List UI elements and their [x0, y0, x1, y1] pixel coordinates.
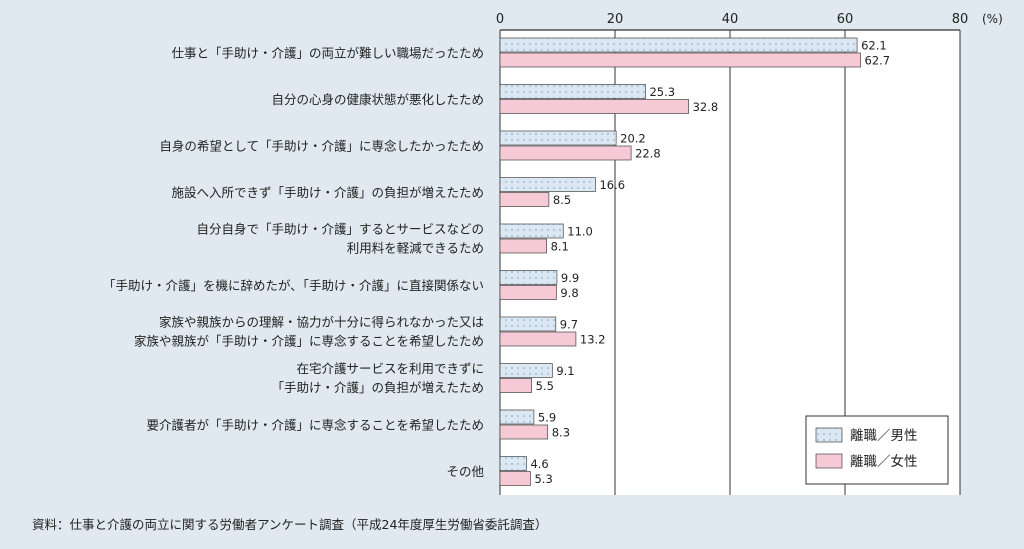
bar [499, 424, 549, 440]
data-label: 25.3 [649, 85, 675, 99]
data-label: 5.5 [536, 379, 554, 393]
bar [499, 363, 553, 378]
bar [499, 409, 535, 425]
bar [499, 145, 632, 161]
category-label: 自分自身で「手助け・介護」するとサービスなどの [196, 222, 484, 237]
bar [499, 130, 617, 146]
category-label: 自身の希望として「手助け・介護」に専念したかったため [159, 139, 484, 154]
bar [499, 270, 558, 285]
data-label: 9.9 [561, 271, 579, 285]
data-label: 32.8 [693, 100, 719, 114]
data-label: 5.9 [538, 411, 556, 425]
category-label: 利用料を軽減できるため [347, 241, 484, 256]
category-label: 在宅介護サービスを利用できずに [296, 361, 484, 376]
data-label: 9.8 [560, 286, 578, 300]
x-tick-label: 80 [952, 12, 969, 27]
data-label: 22.8 [635, 147, 661, 161]
legend-swatch [815, 453, 843, 469]
x-tick-label: 0 [496, 12, 504, 27]
data-label: 16.6 [599, 178, 625, 192]
data-label: 8.5 [553, 193, 571, 207]
data-label: 8.1 [551, 240, 569, 254]
data-label: 8.3 [552, 426, 570, 440]
category-label: 自分の心身の健康状態が悪化したため [271, 92, 484, 107]
bar [499, 99, 689, 114]
legend-box [805, 415, 949, 485]
bar [499, 52, 861, 68]
bar [499, 331, 577, 347]
bar [499, 84, 646, 99]
category-label: 「手助け・介護」の負担が増えたため [271, 380, 484, 395]
category-label: 家族や親族からの理解・協力が十分に得られなかった又は [159, 315, 484, 330]
legend-label: 離職／男性 [850, 428, 918, 444]
data-label: 62.1 [861, 39, 887, 53]
legend-swatch [815, 427, 843, 443]
bar [499, 316, 557, 332]
x-tick-label: 40 [722, 12, 739, 27]
bar [499, 177, 596, 192]
category-label: その他 [446, 464, 484, 479]
bar [499, 238, 547, 254]
bar [499, 285, 557, 300]
bar [499, 37, 858, 53]
data-label: 4.6 [530, 457, 548, 471]
data-label: 11.0 [567, 225, 593, 239]
bar [499, 456, 527, 471]
source-note: 資料：仕事と介護の両立に関する労働者アンケート調査（平成24年度厚生労働省委託調… [32, 517, 548, 532]
bar [499, 192, 550, 207]
category-label: 家族や親族が「手助け・介護」に専念することを希望したため [134, 334, 484, 349]
x-tick-label: 60 [837, 12, 854, 27]
category-label: 施設へ入所できず「手助け・介護」の負担が増えたため [171, 185, 484, 200]
x-tick-label: 20 [607, 12, 624, 27]
data-label: 20.2 [620, 132, 646, 146]
data-label: 5.3 [534, 472, 552, 486]
bar [499, 223, 564, 239]
bar [499, 471, 531, 486]
category-label: 要介護者が「手助け・介護」に専念することを希望したため [146, 418, 484, 433]
data-label: 9.7 [560, 318, 578, 332]
bar [499, 378, 532, 393]
category-label: 「手助け・介護」を機に辞めたが、「手助け・介護」に直接関係ない [103, 278, 484, 293]
legend-label: 離職／女性 [850, 453, 918, 470]
unit-label: (%) [982, 12, 1003, 26]
data-label: 62.7 [865, 54, 891, 68]
data-label: 9.1 [556, 364, 574, 378]
category-label: 仕事と「手助け・介護」の両立が難しい職場だったため [171, 46, 484, 61]
data-label: 13.2 [580, 333, 606, 347]
